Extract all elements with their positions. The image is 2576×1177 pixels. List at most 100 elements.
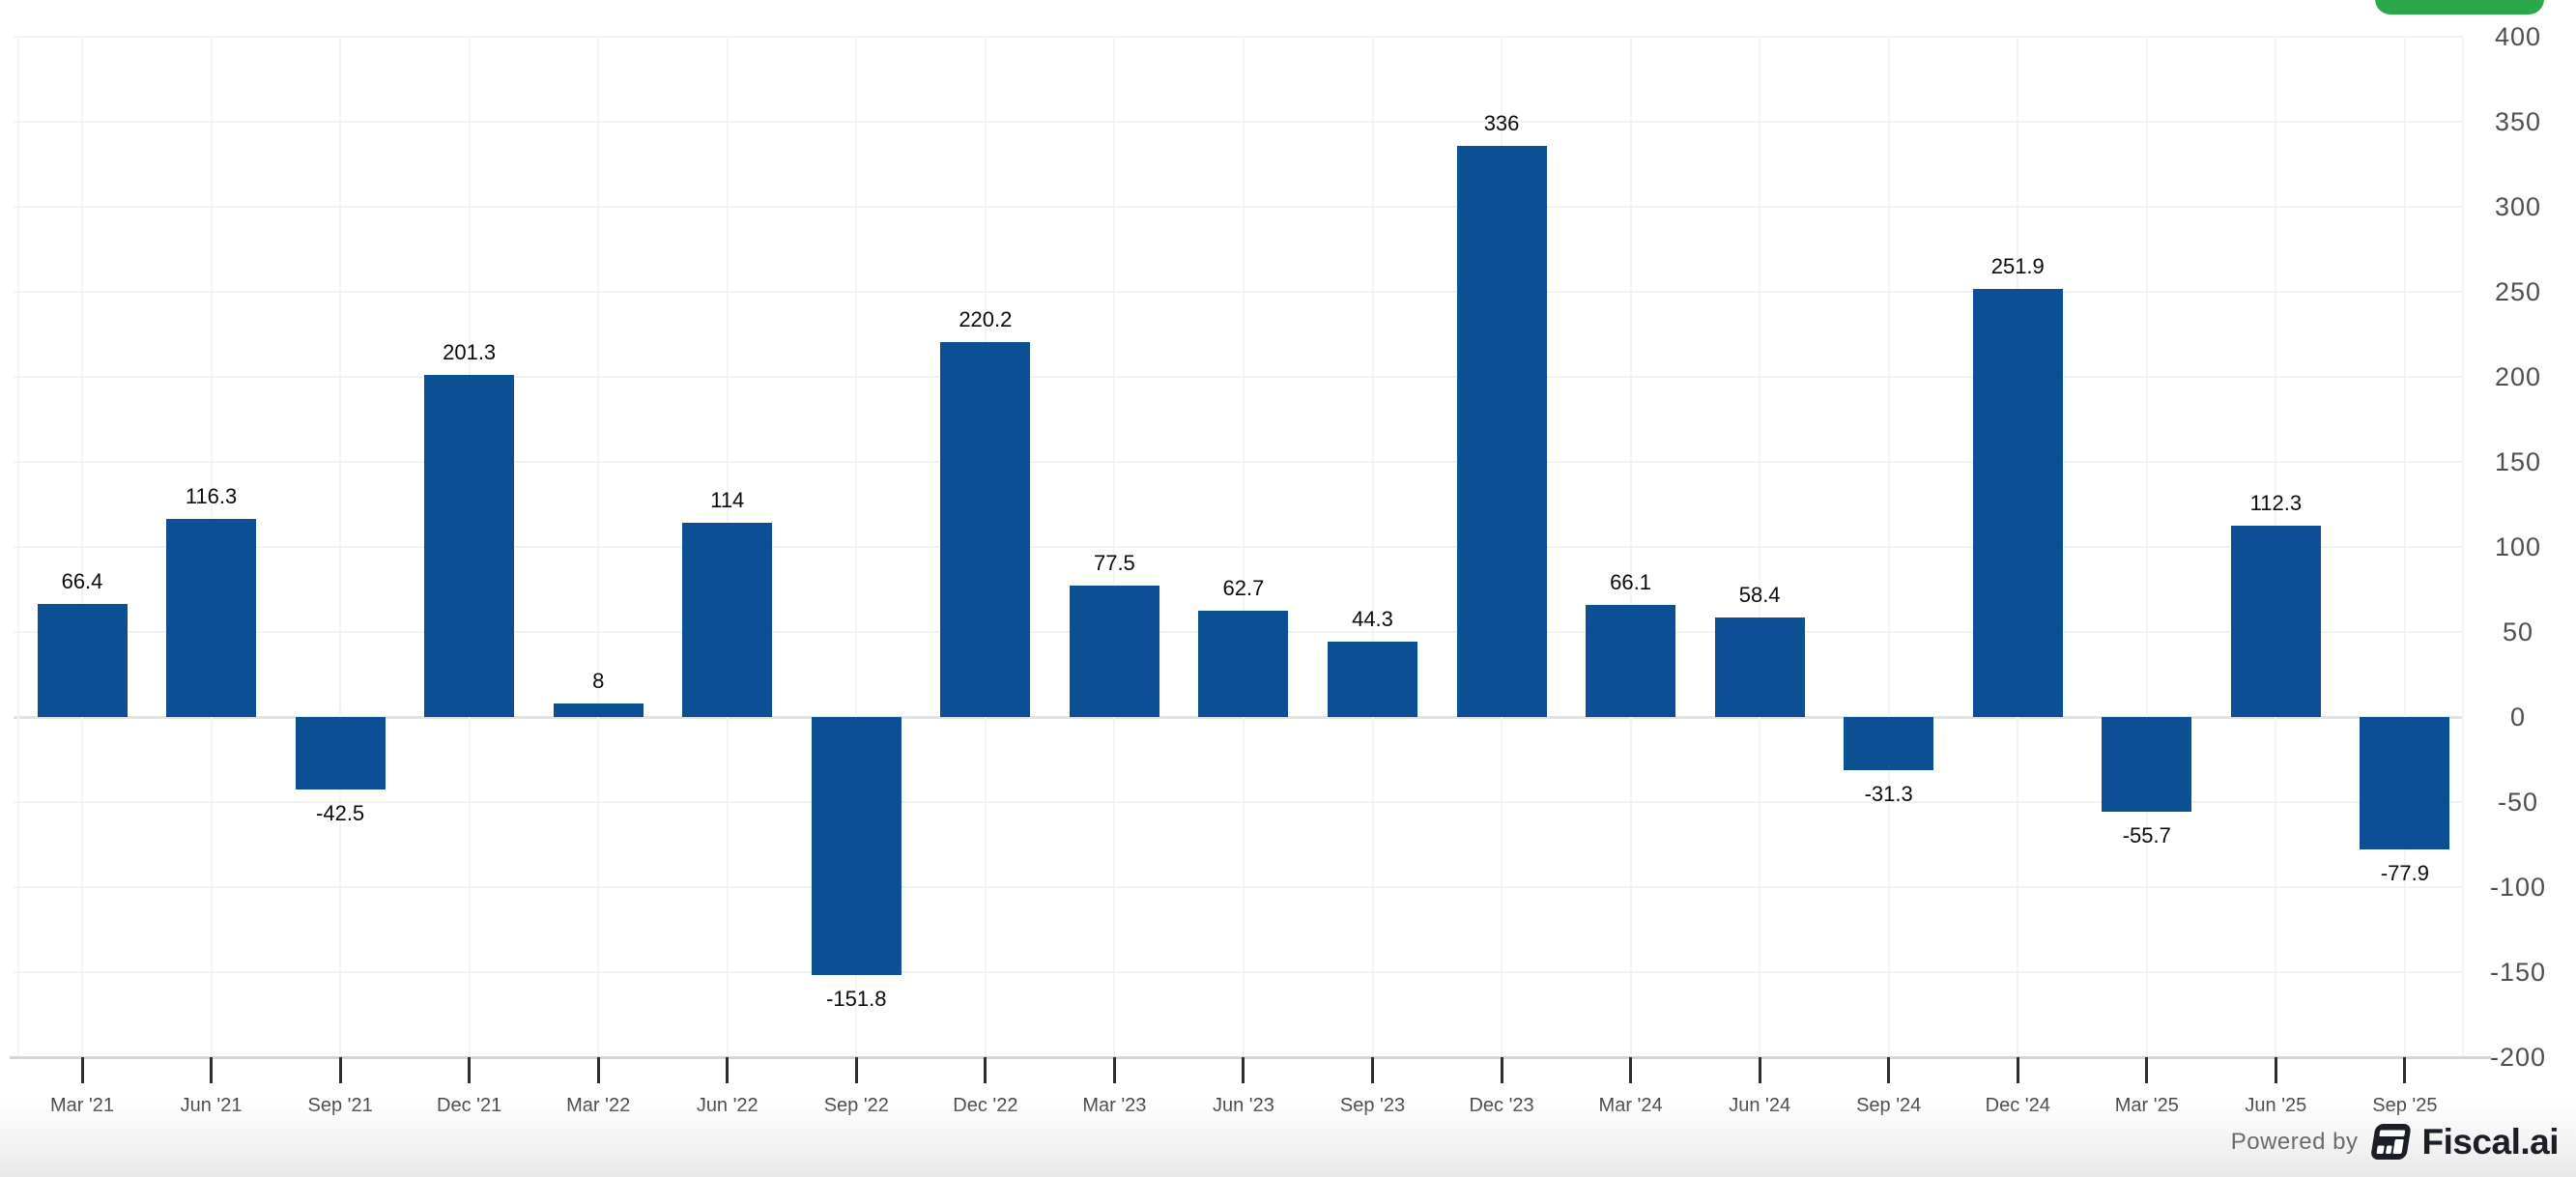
x-axis-tick xyxy=(80,1057,84,1083)
x-axis-tick xyxy=(1371,1057,1374,1083)
y-axis-tick-label: 250 xyxy=(2494,277,2542,306)
y-gridline xyxy=(14,36,2462,38)
powered-by-label: Powered by xyxy=(2230,1129,2359,1155)
x-axis-tick xyxy=(210,1057,214,1083)
brand-name[interactable]: Fiscal.ai xyxy=(2421,1122,2559,1162)
x-axis-tick xyxy=(1112,1057,1116,1083)
x-axis-tick xyxy=(1758,1057,1761,1083)
bar[interactable] xyxy=(1972,288,2063,717)
y-gridline xyxy=(14,461,2462,463)
x-gridline xyxy=(81,36,83,1057)
x-gridline xyxy=(2145,36,2148,1057)
y-gridline xyxy=(14,971,2462,973)
bar-value-label: 220.2 xyxy=(959,307,1013,332)
bar[interactable] xyxy=(37,604,128,717)
bar-value-label: 116.3 xyxy=(185,484,238,509)
bar[interactable] xyxy=(1328,642,1417,717)
fiscal-logo-icon xyxy=(2367,1123,2412,1162)
bar[interactable] xyxy=(166,519,257,717)
bar-value-label: 62.7 xyxy=(1222,575,1265,600)
plot-right-gridline xyxy=(2462,36,2464,1057)
y-axis-tick-label: -150 xyxy=(2489,958,2547,987)
x-gridline xyxy=(1887,36,1890,1057)
bar[interactable] xyxy=(295,717,386,789)
y-gridline xyxy=(14,291,2462,293)
x-axis-tick xyxy=(2403,1057,2407,1083)
action-button[interactable] xyxy=(2375,0,2544,14)
y-gridline xyxy=(14,546,2462,548)
x-gridline xyxy=(1759,36,1761,1057)
y-axis-tick-label: 400 xyxy=(2494,22,2542,51)
bar[interactable] xyxy=(424,374,515,717)
plot-left-gridline xyxy=(17,36,19,1057)
bar[interactable] xyxy=(553,703,644,717)
y-axis-tick-label: 0 xyxy=(2509,703,2527,732)
y-axis-tick-label: 350 xyxy=(2494,107,2542,136)
x-gridline xyxy=(2403,36,2406,1057)
x-axis-tick xyxy=(1242,1057,1245,1083)
bar[interactable] xyxy=(1844,717,1934,771)
y-gridline xyxy=(14,121,2462,123)
x-axis-tick xyxy=(726,1057,730,1083)
x-axis-tick xyxy=(2145,1057,2149,1083)
bar[interactable] xyxy=(1198,610,1289,717)
y-axis-tick-label: 150 xyxy=(2494,447,2542,476)
x-axis-tick xyxy=(596,1057,600,1083)
bar[interactable] xyxy=(940,342,1031,717)
x-axis-tick xyxy=(1887,1057,1891,1083)
bar-value-label: 66.1 xyxy=(1610,569,1652,594)
y-gridline xyxy=(14,801,2462,803)
x-axis-tick xyxy=(338,1057,342,1083)
bar[interactable] xyxy=(1714,617,1805,717)
x-axis-tick xyxy=(984,1057,987,1083)
bar-value-label: 201.3 xyxy=(443,339,497,364)
bar[interactable] xyxy=(682,523,773,717)
bar-value-label: 112.3 xyxy=(2249,491,2303,516)
x-gridline xyxy=(597,36,600,1057)
x-gridline xyxy=(339,36,342,1057)
y-axis-tick-label: 100 xyxy=(2494,532,2542,561)
footer-gradient xyxy=(0,1102,2576,1177)
bar-value-label: -42.5 xyxy=(316,800,365,825)
bar-value-label: -31.3 xyxy=(1864,782,1913,807)
zero-gridline xyxy=(14,716,2462,719)
y-axis-tick-label: 300 xyxy=(2494,192,2542,221)
bar[interactable] xyxy=(2102,717,2192,813)
bar-value-label: 66.4 xyxy=(61,569,103,594)
bar[interactable] xyxy=(2360,717,2450,850)
x-gridline xyxy=(855,36,858,1057)
x-axis-tick xyxy=(468,1057,472,1083)
bar[interactable] xyxy=(1069,585,1159,717)
bar-value-label: -77.9 xyxy=(2380,861,2429,886)
y-axis-tick-label: -200 xyxy=(2489,1043,2547,1072)
x-gridline xyxy=(1113,36,1116,1057)
y-axis-tick-label: -100 xyxy=(2489,873,2547,902)
y-gridline xyxy=(14,206,2462,208)
x-axis-tick xyxy=(1500,1057,1503,1083)
x-axis-line xyxy=(10,1056,2491,1059)
bar-value-label: 44.3 xyxy=(1352,607,1393,632)
y-gridline xyxy=(14,886,2462,888)
bar-value-label: 8 xyxy=(592,668,605,693)
bar-value-label: 251.9 xyxy=(1990,253,2045,278)
bar-value-label: 336 xyxy=(1483,110,1520,135)
x-axis-tick xyxy=(2274,1057,2277,1083)
y-axis-tick-label: -50 xyxy=(2497,788,2539,817)
y-axis-tick-label: 200 xyxy=(2494,362,2542,391)
x-axis-tick xyxy=(854,1057,858,1083)
x-axis-tick xyxy=(2016,1057,2019,1083)
y-axis-tick-label: 50 xyxy=(2502,617,2534,646)
bar[interactable] xyxy=(2230,526,2321,717)
bar[interactable] xyxy=(1586,604,1676,717)
bar-value-label: -55.7 xyxy=(2122,823,2171,848)
bar[interactable] xyxy=(811,717,902,976)
bar-value-label: 58.4 xyxy=(1738,583,1781,608)
bar[interactable] xyxy=(1456,145,1547,717)
bar-value-label: 114 xyxy=(710,488,745,513)
bar-value-label: 77.5 xyxy=(1093,550,1135,575)
footer: Powered by Fiscal.ai xyxy=(2230,1119,2560,1165)
x-gridline xyxy=(1629,36,1632,1057)
x-gridline xyxy=(1371,36,1374,1057)
